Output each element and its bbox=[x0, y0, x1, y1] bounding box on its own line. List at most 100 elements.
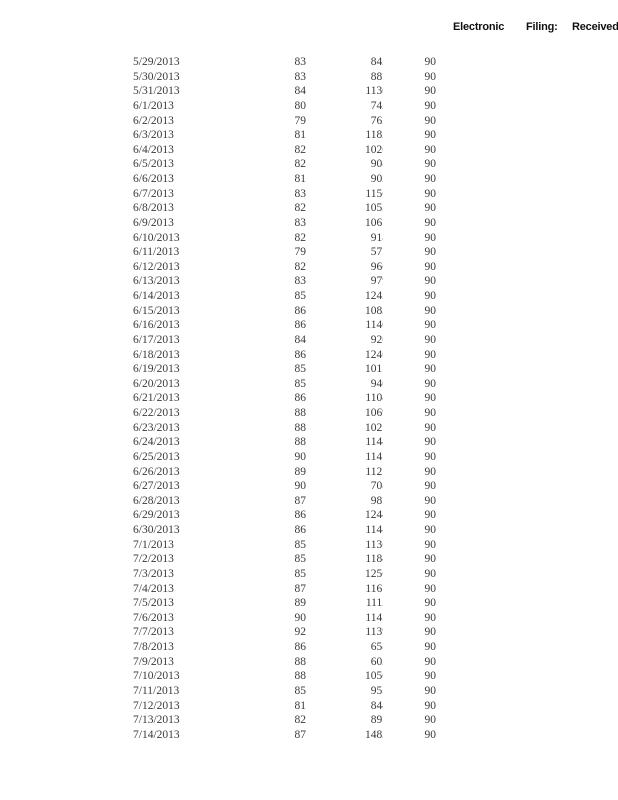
cell-date: 6/23/2013 bbox=[133, 421, 180, 434]
cell-value-2: 575 bbox=[370, 246, 383, 259]
cell-value-3: 90 bbox=[424, 70, 437, 83]
cell-value-3: 90 bbox=[424, 655, 437, 668]
cell-value-3: 90 bbox=[424, 699, 437, 712]
cell-value-1: 92 bbox=[294, 626, 307, 639]
cell-value-3: 90 bbox=[424, 465, 437, 478]
cell-value-1: 85 bbox=[294, 363, 307, 376]
cell-value-2: 955 bbox=[370, 684, 383, 697]
cell-value-3: 90 bbox=[424, 260, 437, 273]
cell-value-2-clip: 842 bbox=[333, 55, 383, 70]
cell-date: 6/20/2013 bbox=[133, 377, 180, 390]
cell-value-1: 85 bbox=[294, 684, 307, 697]
cell-value-1: 86 bbox=[294, 348, 307, 361]
cell-value-3: 90 bbox=[424, 275, 437, 288]
cell-value-2: 1140 bbox=[365, 319, 383, 332]
cell-value-2-clip: 979 bbox=[333, 274, 383, 289]
cell-value-1: 84 bbox=[294, 85, 307, 98]
cell-value-3: 90 bbox=[424, 158, 437, 171]
cell-value-1: 87 bbox=[294, 494, 307, 507]
cell-value-3: 90 bbox=[424, 567, 437, 580]
cell-value-2: 918 bbox=[370, 231, 383, 244]
cell-value-1: 86 bbox=[294, 641, 307, 653]
cell-value-2: 1483 bbox=[365, 728, 383, 741]
cell-value-3: 90 bbox=[424, 392, 437, 405]
cell-value-2-clip: 1136 bbox=[333, 538, 383, 553]
cell-value-2-clip: 762 bbox=[333, 114, 383, 129]
cell-value-3: 90 bbox=[424, 553, 437, 566]
cell-value-2-clip: 960 bbox=[333, 260, 383, 275]
cell-date: 6/30/2013 bbox=[133, 524, 180, 536]
cell-value-3: 90 bbox=[424, 494, 437, 507]
cell-value-2: 1156 bbox=[365, 187, 383, 200]
cell-value-2-clip: 1020 bbox=[333, 143, 383, 158]
cell-value-1: 79 bbox=[294, 114, 307, 127]
cell-value-3: 90 bbox=[424, 538, 437, 551]
cell-value-2: 1184 bbox=[365, 553, 383, 566]
cell-value-1: 82 bbox=[294, 202, 307, 215]
cell-value-1: 83 bbox=[294, 275, 307, 288]
cell-date: 7/2/2013 bbox=[133, 553, 174, 566]
cell-value-3: 90 bbox=[424, 626, 437, 639]
cell-value-3: 90 bbox=[424, 187, 437, 200]
cell-date: 7/7/2013 bbox=[133, 626, 174, 639]
cell-value-3: 90 bbox=[424, 246, 437, 259]
cell-value-1: 83 bbox=[294, 56, 307, 68]
cell-value-2: 1027 bbox=[365, 421, 383, 434]
cell-value-2-clip: 1182 bbox=[333, 128, 383, 143]
cell-value-2-clip: 1148 bbox=[333, 523, 383, 538]
cell-value-2-clip: 658 bbox=[333, 640, 383, 655]
cell-value-2-clip: 1112 bbox=[333, 596, 383, 611]
cell-date: 7/12/2013 bbox=[133, 699, 180, 712]
cell-date: 6/13/2013 bbox=[133, 275, 180, 288]
cell-value-2-clip: 1130 bbox=[333, 84, 383, 99]
cell-value-2-clip: 920 bbox=[333, 333, 383, 348]
cell-date: 6/6/2013 bbox=[133, 173, 174, 185]
cell-value-3: 90 bbox=[424, 714, 437, 727]
cell-date: 6/10/2013 bbox=[133, 231, 180, 244]
cell-value-2: 1141 bbox=[365, 611, 383, 624]
cell-value-1: 84 bbox=[294, 333, 307, 346]
cell-date: 7/4/2013 bbox=[133, 582, 174, 595]
cell-value-1: 86 bbox=[294, 509, 307, 522]
cell-value-3: 90 bbox=[424, 641, 437, 653]
cell-value-2-clip: 1256 bbox=[333, 567, 383, 582]
cell-value-2-clip: 1246 bbox=[333, 348, 383, 363]
cell-value-1: 83 bbox=[294, 216, 307, 229]
cell-value-2: 1256 bbox=[365, 567, 383, 580]
cell-value-1: 88 bbox=[294, 421, 307, 434]
cell-value-3: 90 bbox=[424, 436, 437, 449]
cell-value-2: 1130 bbox=[365, 85, 383, 98]
cell-value-1: 82 bbox=[294, 260, 307, 273]
cell-date: 6/3/2013 bbox=[133, 129, 174, 142]
cell-value-3: 90 bbox=[424, 509, 437, 522]
cell-value-1: 82 bbox=[294, 143, 307, 156]
cell-value-2-clip: 902 bbox=[333, 172, 383, 187]
cell-date: 6/19/2013 bbox=[133, 363, 180, 376]
cell-value-2-clip: 844 bbox=[333, 699, 383, 714]
cell-date: 6/9/2013 bbox=[133, 216, 174, 229]
cell-value-2-clip: 708 bbox=[333, 479, 383, 494]
cell-value-2-clip: 1127 bbox=[333, 465, 383, 480]
cell-date: 6/4/2013 bbox=[133, 143, 174, 156]
cell-value-2-clip: 1244 bbox=[333, 508, 383, 523]
cell-date: 6/7/2013 bbox=[133, 187, 174, 200]
cell-value-1: 81 bbox=[294, 699, 307, 712]
cell-value-2-clip: 575 bbox=[333, 245, 383, 260]
cell-value-3: 90 bbox=[424, 290, 437, 302]
cell-value-1: 83 bbox=[294, 187, 307, 200]
cell-value-2: 742 bbox=[370, 99, 383, 112]
cell-date: 6/21/2013 bbox=[133, 392, 180, 405]
cell-value-3: 90 bbox=[424, 85, 437, 98]
cell-value-2-clip: 1050 bbox=[333, 669, 383, 684]
cell-value-2: 1148 bbox=[365, 524, 383, 536]
cell-value-3: 90 bbox=[424, 670, 437, 683]
cell-value-2: 708 bbox=[370, 480, 383, 493]
cell-value-3: 90 bbox=[424, 319, 437, 332]
cell-value-2-clip: 897 bbox=[333, 713, 383, 728]
cell-date: 6/25/2013 bbox=[133, 450, 180, 463]
cell-value-1: 89 bbox=[294, 597, 307, 610]
cell-value-2-clip: 1156 bbox=[333, 187, 383, 202]
cell-value-2: 908 bbox=[370, 158, 383, 171]
